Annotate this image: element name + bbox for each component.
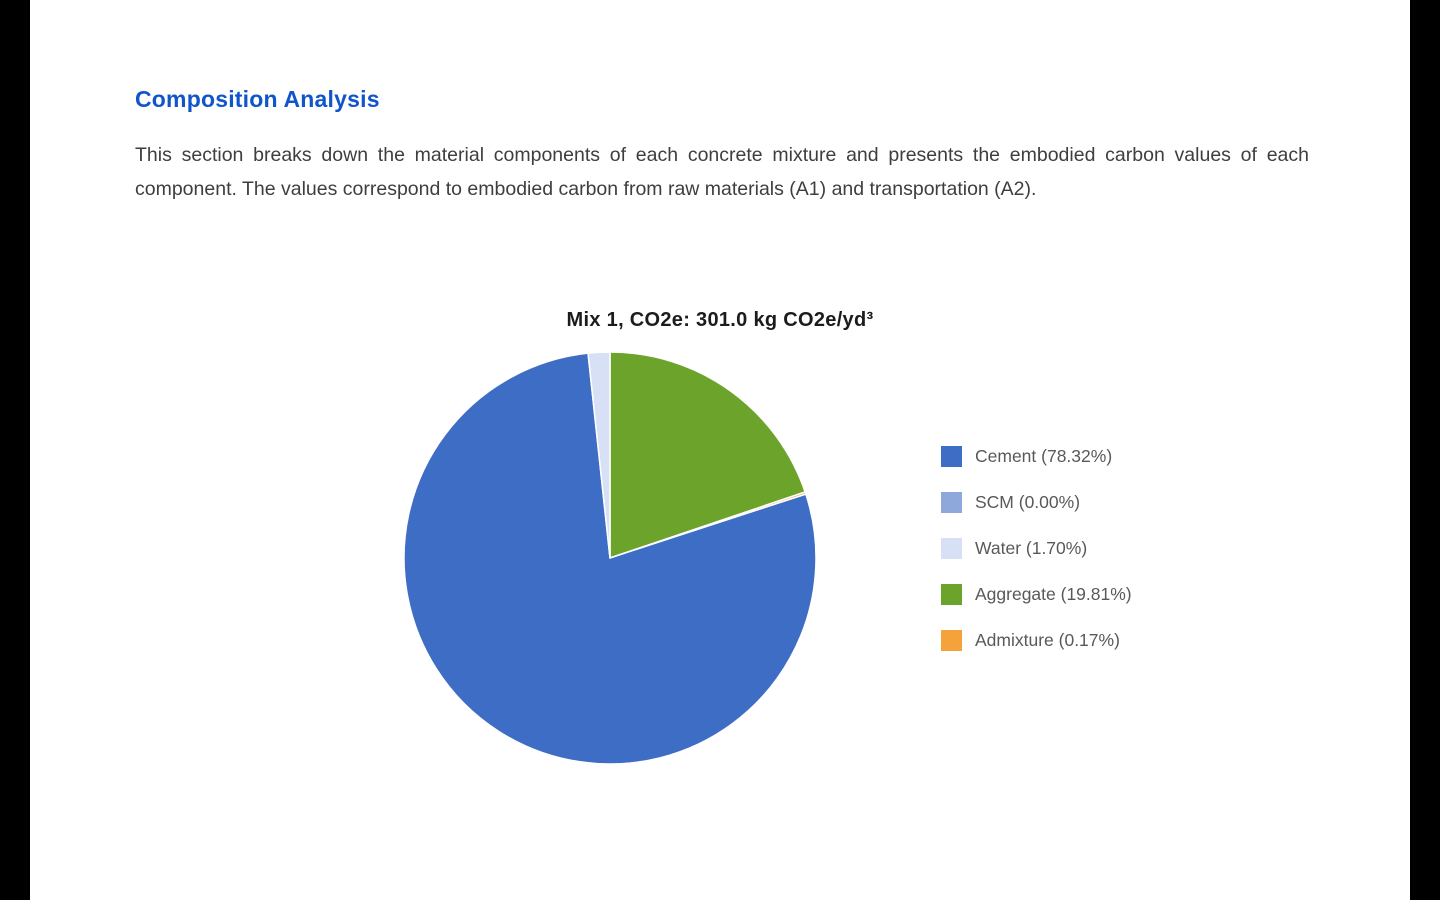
legend-label-aggregate: Aggregate (19.81%) [975, 584, 1132, 604]
legend-swatch-cement [941, 446, 962, 467]
legend-item-aggregate: Aggregate (19.81%) [941, 584, 1132, 605]
section-heading: Composition Analysis [135, 86, 380, 112]
chart-legend: Cement (78.32%) SCM (0.00%) Water (1.70%… [941, 446, 1132, 651]
legend-swatch-aggregate [941, 584, 962, 605]
pie-slice-aggregate [609, 351, 806, 559]
legend-label-admixture: Admixture (0.17%) [975, 630, 1120, 650]
legend-swatch-admixture [941, 630, 962, 651]
legend-label-scm: SCM (0.00%) [975, 492, 1081, 512]
pie-slice-water [587, 351, 611, 559]
legend-item-water: Water (1.70%) [941, 538, 1132, 559]
legend-item-admixture: Admixture (0.17%) [941, 630, 1132, 651]
legend-label-cement: Cement (78.32%) [975, 446, 1113, 466]
legend-swatch-water [941, 538, 962, 559]
legend-item-cement: Cement (78.32%) [941, 446, 1132, 467]
letterbox-right [1410, 0, 1440, 900]
letterbox-left [0, 0, 30, 900]
section-description: This section breaks down the material co… [135, 144, 1309, 200]
legend-label-water: Water (1.70%) [975, 538, 1088, 558]
pie-chart [403, 351, 817, 765]
legend-item-scm: SCM (0.00%) [941, 492, 1132, 513]
legend-swatch-scm [941, 492, 962, 513]
chart-title: Mix 1, CO2e: 301.0 kg CO2e/yd³ [566, 309, 874, 331]
